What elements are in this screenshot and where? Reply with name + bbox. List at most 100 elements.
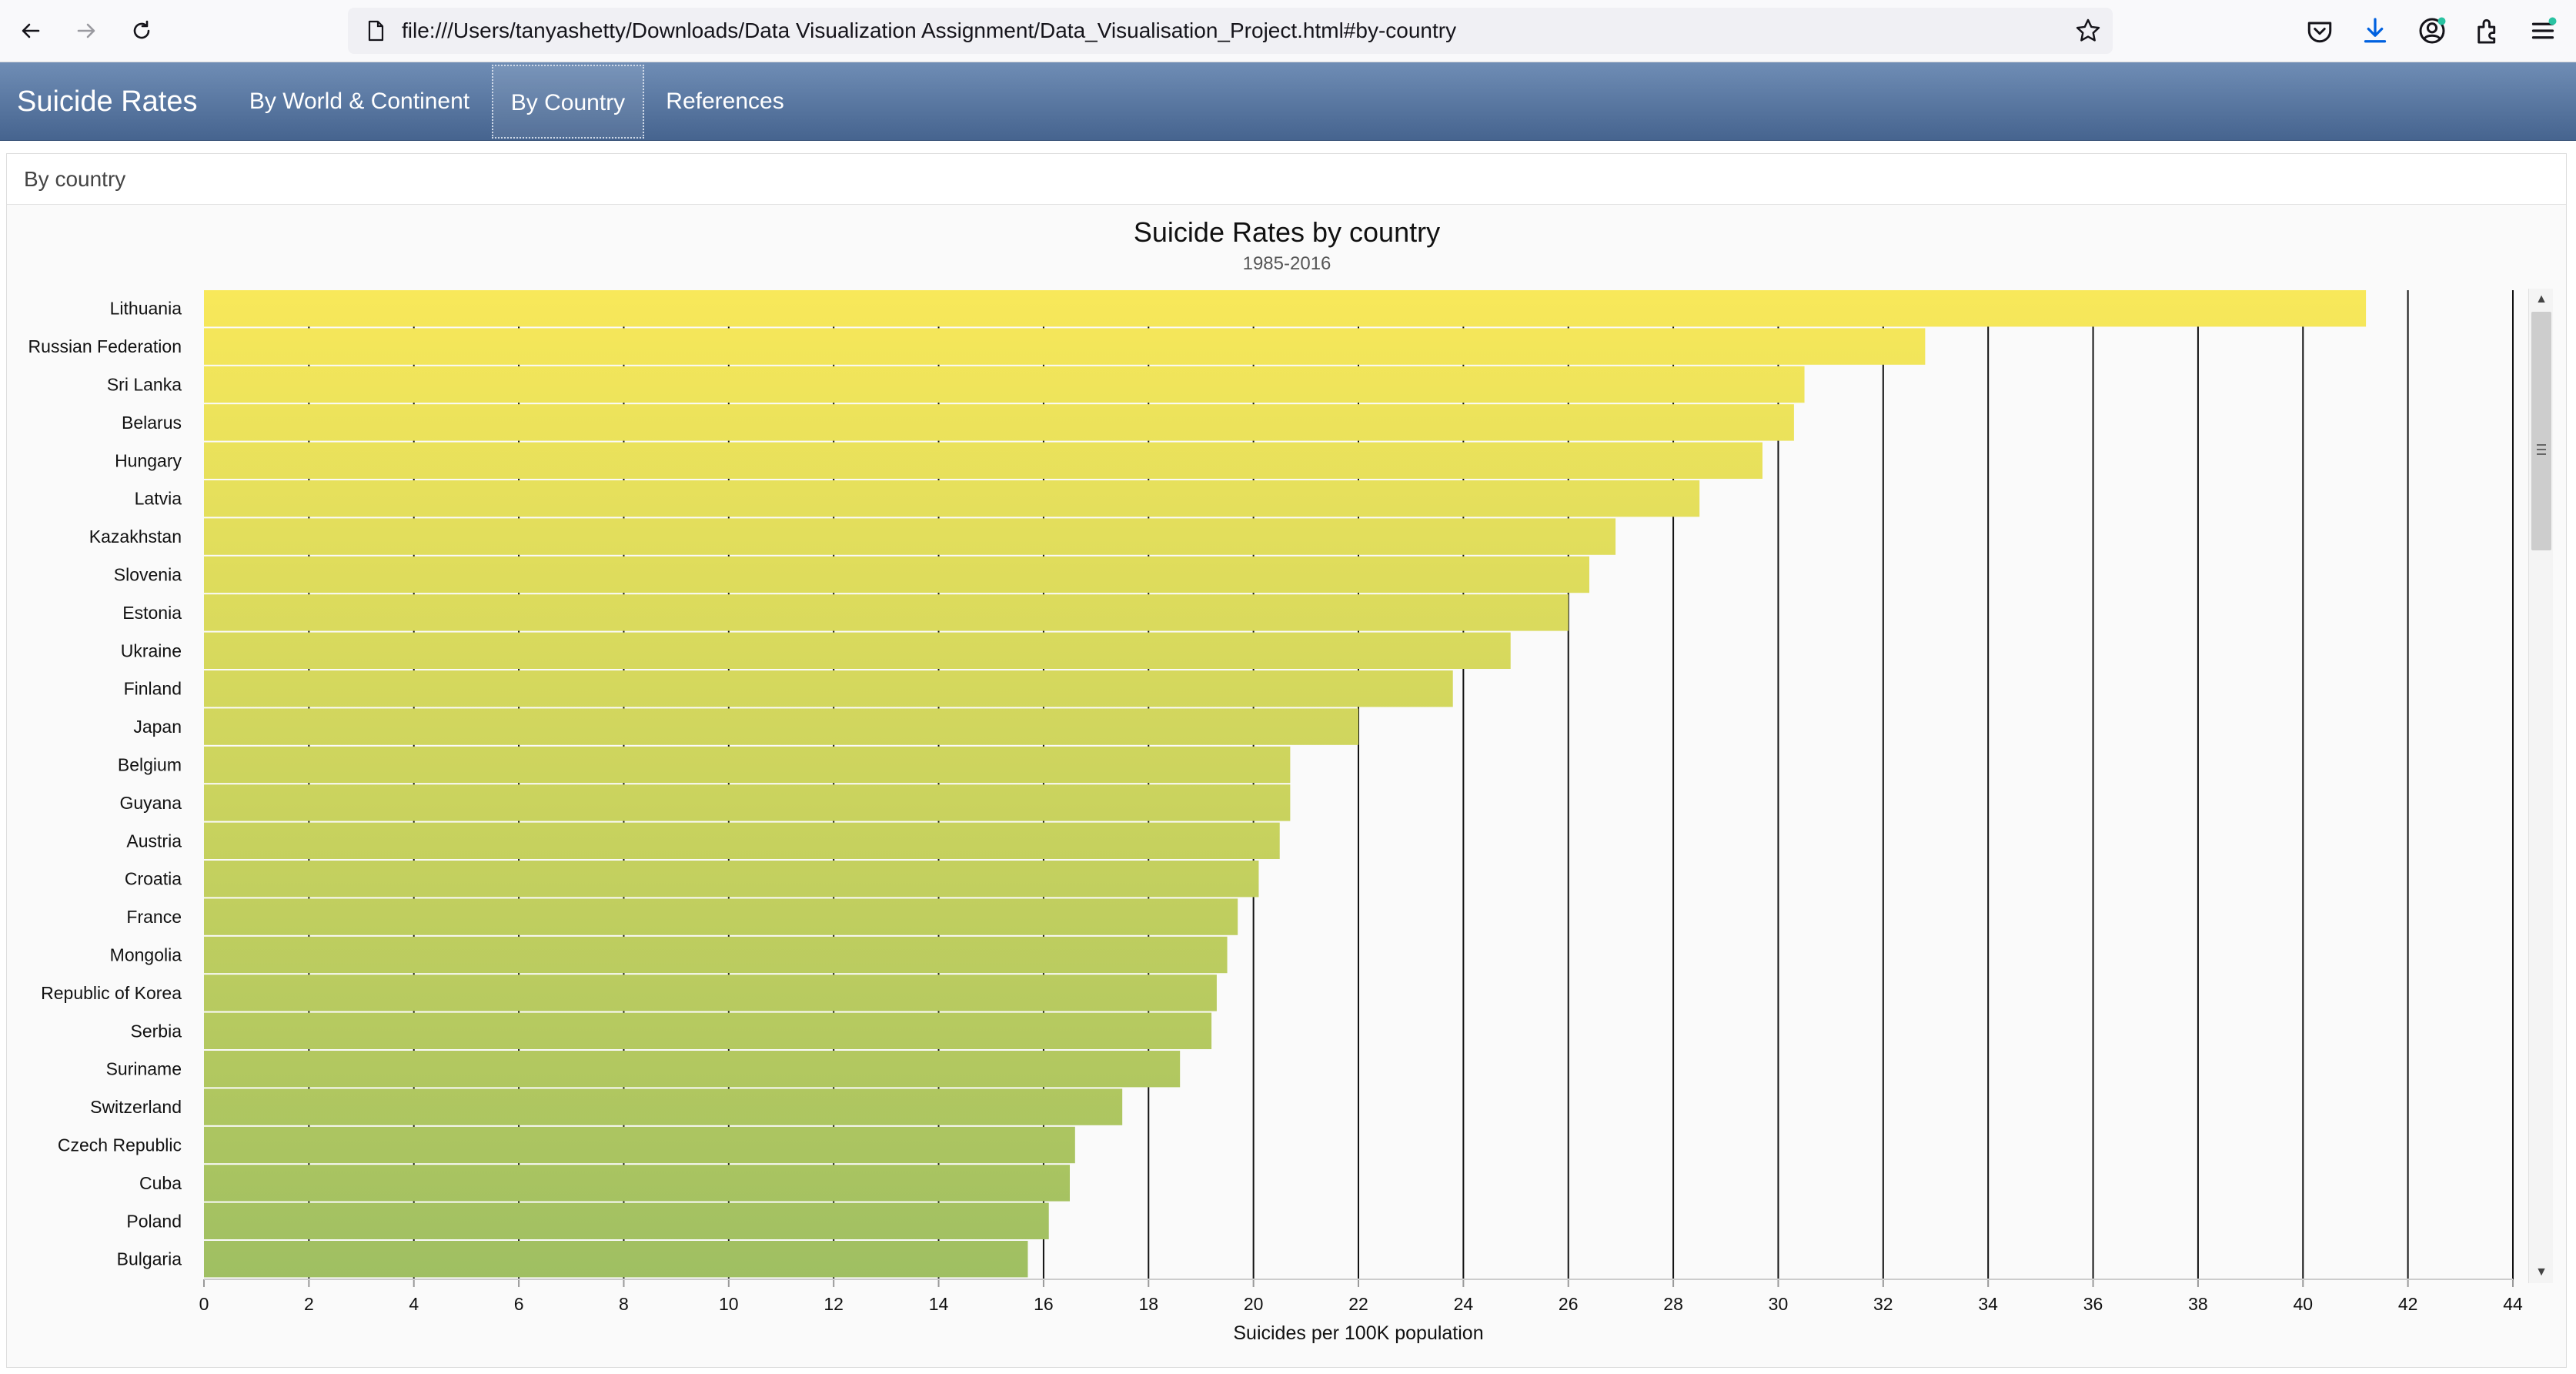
x-tick-label: 34 — [1978, 1294, 1998, 1314]
tab-by-country[interactable]: By Country — [492, 65, 644, 139]
category-label: Hungary — [115, 450, 182, 470]
tab-references[interactable]: References — [666, 89, 784, 114]
address-bar[interactable]: file:///Users/tanyashetty/Downloads/Data… — [348, 8, 2113, 54]
brand-title[interactable]: Suicide Rates — [17, 85, 198, 118]
tab-by-world-continent[interactable]: By World & Continent — [249, 89, 470, 114]
x-tick-label: 36 — [2083, 1294, 2103, 1314]
bar-estonia[interactable] — [204, 594, 1569, 631]
bar-sri-lanka[interactable] — [204, 366, 1805, 403]
category-label: Mongolia — [110, 945, 182, 965]
download-icon[interactable] — [2360, 15, 2391, 46]
category-label: Belarus — [122, 413, 182, 433]
x-tick-label: 4 — [409, 1294, 419, 1314]
x-axis-label: Suicides per 100K population — [1233, 1322, 1483, 1344]
bar-lithuania[interactable] — [204, 290, 2367, 327]
x-tick-label: 32 — [1873, 1294, 1893, 1314]
x-tick-label: 42 — [2398, 1294, 2418, 1314]
bookmark-star-icon[interactable] — [2074, 17, 2102, 45]
x-tick-label: 28 — [1663, 1294, 1683, 1314]
bar-bulgaria[interactable] — [204, 1241, 1028, 1278]
x-tick-label: 14 — [929, 1294, 949, 1314]
category-label: Switzerland — [90, 1097, 182, 1117]
x-tick-label: 6 — [514, 1294, 524, 1314]
bar-suriname[interactable] — [204, 1051, 1181, 1088]
bar-austria[interactable] — [204, 822, 1280, 859]
x-tick-label: 20 — [1244, 1294, 1264, 1314]
x-tick-label: 44 — [2503, 1294, 2523, 1314]
x-tick-label: 12 — [824, 1294, 844, 1314]
category-label: Serbia — [131, 1021, 182, 1041]
panel-heading: By country — [7, 154, 2566, 205]
bar-republic-of-korea[interactable] — [204, 975, 1217, 1011]
category-label: Russian Federation — [28, 336, 182, 356]
bar-czech-republic[interactable] — [204, 1126, 1075, 1164]
category-label: Slovenia — [114, 565, 182, 585]
bar-kazakhstan[interactable] — [204, 518, 1616, 555]
chart-scrollbar[interactable]: ▲ ▼ — [2528, 289, 2553, 1283]
bar-belarus[interactable] — [204, 404, 1794, 441]
category-label: Suriname — [106, 1059, 182, 1079]
x-axis-ticks: 0 2 4 6 8 10 12 14 16 18 20 22 24 26 28 30 32 34 36 38 40 42 4… — [199, 1279, 2523, 1314]
category-label: Cuba — [139, 1173, 182, 1193]
bar-cuba[interactable] — [204, 1165, 1070, 1202]
bar-finland[interactable] — [204, 670, 1453, 707]
bar-latvia[interactable] — [204, 480, 1700, 517]
bar-mongolia[interactable] — [204, 936, 1228, 974]
menu-icon[interactable] — [2528, 15, 2558, 46]
x-tick-label: 0 — [199, 1294, 209, 1314]
category-label: Japan — [133, 717, 182, 737]
chart-subtitle: 1985-2016 — [1243, 253, 1331, 274]
bar-russian-federation[interactable] — [204, 328, 1926, 365]
x-tick-label: 18 — [1138, 1294, 1158, 1314]
x-tick-label: 40 — [2293, 1294, 2313, 1314]
scroll-down-icon[interactable]: ▼ — [2535, 1265, 2548, 1279]
x-tick-label: 30 — [1769, 1294, 1789, 1314]
bar-japan[interactable] — [204, 708, 1358, 745]
bar-slovenia[interactable] — [204, 556, 1589, 593]
category-labels: Lithuania Russian Federation Sri Lanka Bela… — [28, 299, 182, 1269]
browser-toolbar: file:///Users/tanyashetty/Downloads/Data… — [0, 0, 2576, 62]
category-label: Estonia — [122, 603, 182, 623]
category-label: Latvia — [135, 489, 182, 509]
forward-arrow-icon[interactable] — [66, 11, 106, 51]
category-label: Belgium — [118, 755, 182, 775]
bar-guyana[interactable] — [204, 784, 1291, 821]
category-label: Ukraine — [121, 640, 182, 660]
x-tick-label: 26 — [1559, 1294, 1579, 1314]
page-icon — [368, 20, 384, 42]
bars — [204, 290, 2367, 1278]
url-text[interactable]: file:///Users/tanyashetty/Downloads/Data… — [402, 18, 1457, 42]
bar-belgium[interactable] — [204, 746, 1291, 784]
bar-france[interactable] — [204, 898, 1238, 935]
scroll-thumb[interactable] — [2531, 312, 2551, 550]
bar-serbia[interactable] — [204, 1012, 1212, 1049]
bar-croatia[interactable] — [204, 861, 1259, 898]
x-tick-label: 10 — [719, 1294, 739, 1314]
category-label: Austria — [126, 831, 182, 851]
category-label: Bulgaria — [117, 1249, 182, 1269]
category-label: Czech Republic — [58, 1135, 182, 1155]
panel-title: By country — [24, 167, 126, 191]
bar-hungary[interactable] — [204, 442, 1762, 479]
bar-ukraine[interactable] — [204, 632, 1511, 669]
bar-poland[interactable] — [204, 1202, 1049, 1239]
category-label: Poland — [126, 1211, 182, 1231]
x-tick-label: 22 — [1348, 1294, 1368, 1314]
category-label: Guyana — [119, 793, 182, 813]
back-arrow-icon[interactable] — [11, 11, 51, 51]
x-tick-label: 24 — [1454, 1294, 1474, 1314]
category-label: Finland — [124, 679, 182, 699]
extensions-icon[interactable] — [2472, 15, 2503, 46]
category-label: Lithuania — [110, 299, 182, 319]
category-label: Croatia — [125, 869, 182, 889]
x-tick-label: 38 — [2188, 1294, 2208, 1314]
category-label: Republic of Korea — [41, 983, 182, 1003]
scroll-up-icon[interactable]: ▲ — [2535, 293, 2548, 306]
reload-icon[interactable] — [122, 11, 162, 51]
x-tick-label: 16 — [1034, 1294, 1054, 1314]
category-label: Sri Lanka — [107, 375, 182, 395]
account-icon[interactable] — [2417, 15, 2447, 46]
pocket-icon[interactable] — [2304, 15, 2335, 46]
bar-switzerland[interactable] — [204, 1088, 1123, 1125]
